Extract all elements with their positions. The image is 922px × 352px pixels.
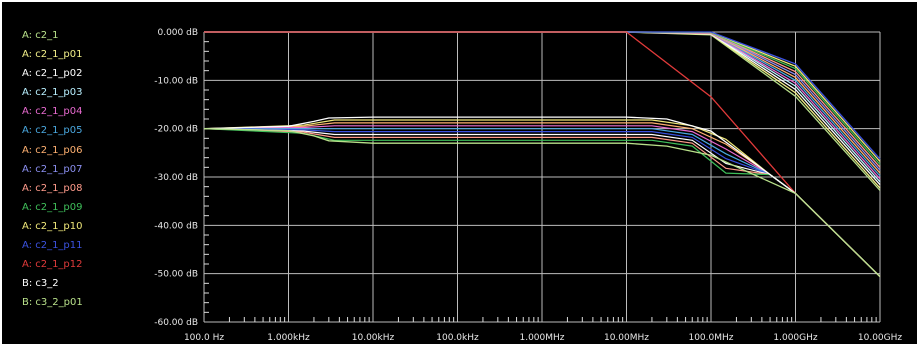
- x-tick-label: 100.0kHz: [436, 333, 479, 343]
- x-tick-label: 10.00MHz: [604, 333, 649, 343]
- legend-entry: A: c2_1_p02: [22, 68, 83, 80]
- y-tick-label: -40.00 dB: [154, 221, 198, 231]
- x-tick-label: 100.0 Hz: [184, 333, 224, 343]
- y-tick-label: -20.00 dB: [154, 125, 198, 135]
- band-series-line: [203, 125, 796, 194]
- series-line: [203, 128, 881, 278]
- x-tick-label: 1.000MHz: [519, 333, 564, 343]
- legend-entry: B: c3_2: [22, 278, 59, 290]
- y-tick-label: -50.00 dB: [154, 270, 198, 280]
- band-series-line: [203, 128, 796, 194]
- legend-entry: A: c2_1_p06: [22, 144, 83, 156]
- series-line: [204, 31, 881, 278]
- band-series-line: [204, 128, 796, 194]
- x-tick-label: 1.000GHz: [773, 333, 818, 343]
- legend-entry: A: c2_1_p04: [22, 106, 83, 118]
- legend-entry: A: c2_1_p08: [22, 182, 83, 194]
- band-series-line: [203, 128, 796, 194]
- legend-entry: A: c2_1_p10: [22, 220, 83, 232]
- legend-entry: A: c2_1_p11: [22, 240, 83, 252]
- legend-entry: A: c2_1_p03: [22, 87, 83, 99]
- legend-entry: A: c2_1_p07: [22, 163, 83, 175]
- x-tick-label: 1.000kHz: [267, 333, 310, 343]
- x-tick-label: 10.00kHz: [352, 333, 395, 343]
- legend-entry: A: c2_1_p05: [22, 125, 83, 137]
- legend-entry: A: c2_1: [22, 30, 59, 41]
- x-tick-label: 10.00GHz: [858, 333, 903, 343]
- x-tick-label: 100.0MHz: [688, 333, 733, 343]
- y-tick-label: -30.00 dB: [154, 173, 198, 183]
- legend-entry: A: c2_1_p01: [22, 49, 83, 61]
- legend: A: c2_1 A: c2_1_p01 A: c2_1_p02 A: c2_1_p03…: [22, 26, 132, 312]
- y-tick-label: 0.000 dB: [157, 28, 198, 38]
- series-line: [203, 116, 881, 278]
- legend-entry: A: c2_1_p12: [22, 259, 83, 271]
- y-tick-label: -10.00 dB: [154, 76, 198, 86]
- legend-entry: A: c2_1_p09: [22, 201, 83, 213]
- band-series-line: [203, 128, 796, 194]
- y-tick-label: -60.00 dB: [154, 318, 198, 328]
- legend-entry: B: c3_2_p01: [22, 297, 83, 309]
- band-series-line: [203, 128, 796, 194]
